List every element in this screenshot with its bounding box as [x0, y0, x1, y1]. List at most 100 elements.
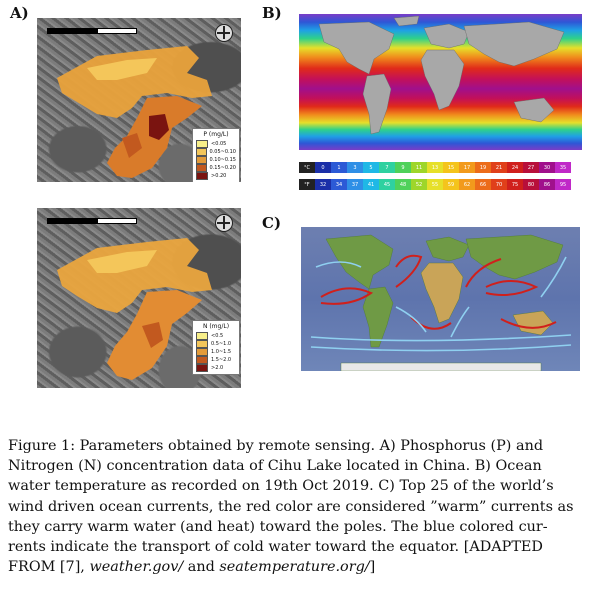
fahrenheit-scale-cell: 66 [475, 179, 491, 190]
caption-line-2: Nitrogen (N) concentration data of Cihu … [8, 458, 542, 475]
legend-swatch [196, 148, 207, 156]
north-arrow-icon [215, 214, 233, 232]
nitrogen-legend: N (mg/L) <0.5 0.5~1.0 1.0~1.5 1.5~2.0 >2… [192, 320, 240, 375]
sea-temperature-map [299, 14, 582, 150]
fahrenheit-scale-cell: 52 [411, 179, 427, 190]
caption-line-3: water temperature as recorded on 19th Oc… [8, 478, 554, 495]
legend-label: 0.5~1.0 [211, 341, 232, 347]
legend-swatch [196, 156, 207, 164]
celsius-scale-cell: 15 [443, 162, 459, 173]
celsius-scale: °C 0 1 3 5 7 9 11 13 15 17 19 21 24 27 30 35 [299, 162, 571, 173]
fahrenheit-scale-cell: 37 [347, 179, 363, 190]
fahrenheit-scale-cell: 75 [507, 179, 523, 190]
celsius-scale-cell: 11 [411, 162, 427, 173]
fahrenheit-scale-cell: 80 [523, 179, 539, 190]
fahrenheit-scale-cell: 62 [459, 179, 475, 190]
fahrenheit-scale-cell: 32 [315, 179, 331, 190]
fahrenheit-scale-cell: 86 [539, 179, 555, 190]
legend-swatch [196, 356, 208, 364]
phosphorus-legend: P (mg/L) <0.05 0.05~0.10 0.10~0.15 0.15~… [192, 128, 240, 182]
panel-a-label: A) [10, 4, 29, 22]
fahrenheit-scale-cell: 70 [491, 179, 507, 190]
celsius-unit: °C [299, 162, 315, 173]
celsius-scale-cell: 5 [363, 162, 379, 173]
caption-link-weather: weather.gov/ [89, 559, 184, 576]
legend-title: P (mg/L) [203, 131, 229, 138]
currents-overlay [310, 234, 572, 371]
fahrenheit-scale-cell: 34 [331, 179, 347, 190]
north-arrow-icon [215, 24, 233, 42]
caption-ref-prefix: FROM [7], [8, 559, 90, 576]
celsius-scale-cell: 24 [507, 162, 523, 173]
legend-swatch [196, 164, 207, 172]
legend-label: 1.5~2.0 [211, 357, 232, 363]
celsius-scale-cell: 27 [523, 162, 539, 173]
celsius-scale-cell: 13 [427, 162, 443, 173]
legend-swatch [196, 348, 208, 356]
legend-label: 0.10~0.15 [209, 157, 236, 163]
panel-c-label: C) [262, 214, 282, 232]
fahrenheit-scale-cell: 41 [363, 179, 379, 190]
fahrenheit-scale-cell: 55 [427, 179, 443, 190]
legend-item: <0.5 [196, 332, 236, 340]
panel-b-label: B) [262, 4, 282, 22]
celsius-scale-cell: 19 [475, 162, 491, 173]
scale-bar-white [97, 218, 137, 224]
legend-swatch [196, 140, 208, 148]
fahrenheit-scale-cell: 95 [555, 179, 571, 190]
nitrogen-lake-overlay [57, 238, 212, 380]
phosphorus-lake-overlay [57, 46, 212, 178]
legend-swatch [196, 172, 208, 180]
figure-caption: Figure 1: Parameters obtained by remote … [8, 436, 588, 577]
legend-item: 0.15~0.20 [196, 164, 236, 172]
caption-link-seatemp: seatemperature.org/ [219, 559, 370, 576]
legend-label: <0.5 [211, 333, 224, 339]
legend-item: >2.0 [196, 364, 236, 372]
celsius-scale-cell: 35 [555, 162, 571, 173]
legend-title: N (mg/L) [202, 323, 230, 330]
legend-swatch [196, 340, 208, 348]
legend-item: 0.10~0.15 [196, 156, 236, 164]
legend-label: >0.20 [211, 173, 227, 179]
fahrenheit-scale: °F 32 34 37 41 45 48 52 55 59 62 66 70 75 80 86 95 [299, 179, 571, 190]
legend-label: <0.05 [211, 141, 227, 147]
caption-line-4: wind driven ocean currents, the red colo… [8, 498, 574, 515]
legend-item: 1.5~2.0 [196, 356, 236, 364]
scale-bar-white [97, 28, 137, 34]
legend-label: 1.0~1.5 [211, 349, 232, 355]
scale-bar-black [47, 218, 97, 224]
phosphorus-map: P (mg/L) <0.05 0.05~0.10 0.10~0.15 0.15~… [37, 18, 241, 182]
legend-item: 0.5~1.0 [196, 340, 236, 348]
fahrenheit-scale-cell: 59 [443, 179, 459, 190]
caption-line-7: FROM [7], weather.gov/ and seatemperatur… [8, 557, 588, 577]
ocean-currents-map [301, 227, 580, 371]
continents-overlay [318, 15, 565, 135]
legend-label: 0.15~0.20 [209, 165, 236, 171]
fahrenheit-unit: °F [299, 179, 315, 190]
celsius-cells: 0 1 3 5 7 9 11 13 15 17 19 21 24 27 30 35 [315, 162, 571, 173]
legend-item: >0.20 [196, 172, 236, 180]
caption-and: and [183, 559, 220, 576]
celsius-scale-cell: 3 [347, 162, 363, 173]
legend-item: 0.05~0.10 [196, 148, 236, 156]
caption-line-6: rents indicate the transport of cold wat… [8, 539, 543, 556]
celsius-scale-cell: 7 [379, 162, 395, 173]
legend-label: >2.0 [211, 365, 224, 371]
celsius-scale-cell: 30 [539, 162, 555, 173]
celsius-scale-cell: 17 [459, 162, 475, 173]
celsius-scale-cell: 1 [331, 162, 347, 173]
caption-line-5: they carry warm water (and heat) toward … [8, 518, 548, 535]
fahrenheit-scale-cell: 48 [395, 179, 411, 190]
scale-bar-black [47, 28, 97, 34]
celsius-scale-cell: 21 [491, 162, 507, 173]
celsius-scale-cell: 9 [395, 162, 411, 173]
legend-item: 1.0~1.5 [196, 348, 236, 356]
legend-swatch [196, 364, 208, 372]
nitrogen-map: N (mg/L) <0.5 0.5~1.0 1.0~1.5 1.5~2.0 >2… [37, 208, 241, 388]
caption-line-1: Figure 1: Parameters obtained by remote … [8, 438, 544, 454]
legend-item: <0.05 [196, 140, 236, 148]
celsius-scale-cell: 0 [315, 162, 331, 173]
legend-label: 0.05~0.10 [209, 149, 236, 155]
fahrenheit-cells: 32 34 37 41 45 48 52 55 59 62 66 70 75 80 86 95 [315, 179, 571, 190]
caption-ref-suffix: ] [369, 559, 376, 576]
